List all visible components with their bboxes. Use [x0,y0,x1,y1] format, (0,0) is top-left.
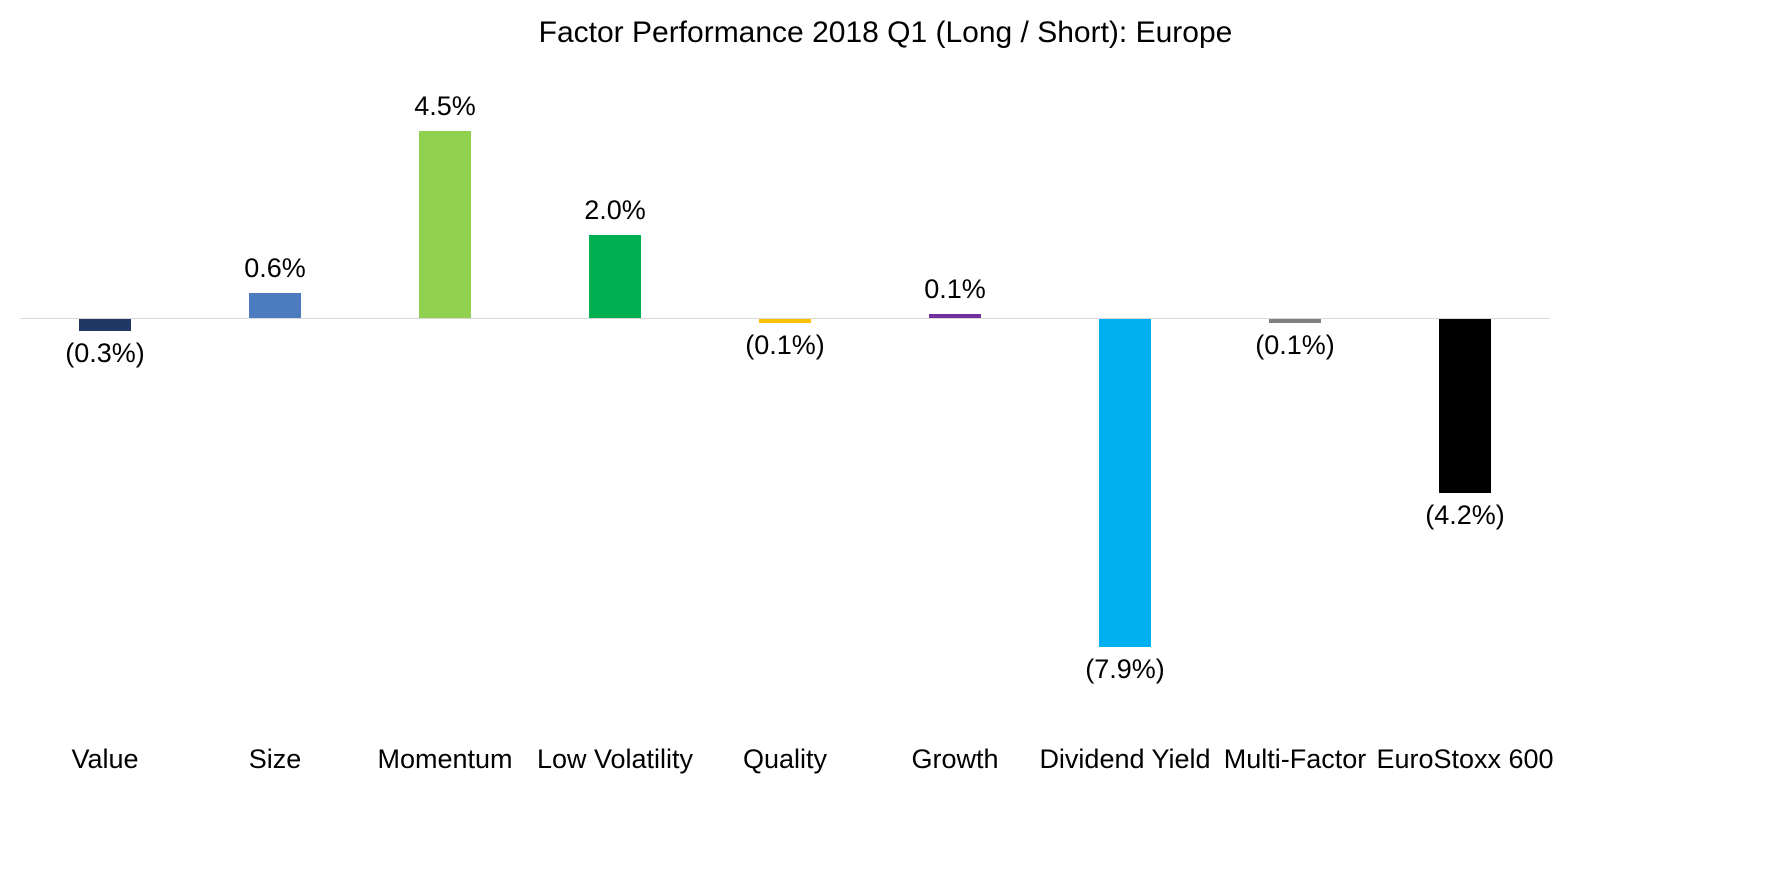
category-label-low-volatility: Low Volatility [536,744,694,774]
bar-size [249,293,301,318]
value-label-eurostoxx-600: (4.2%) [1425,500,1505,531]
category-label-eurostoxx-600: EuroStoxx 600 [1376,744,1554,774]
value-label-quality: (0.1%) [745,330,825,361]
value-label-growth: 0.1% [924,273,986,304]
bar-dividend-yield [1099,319,1151,647]
value-label-size: 0.6% [244,253,306,284]
value-label-value: (0.3%) [65,338,145,369]
category-label-growth: Growth [911,744,999,774]
value-label-multi-factor: (0.1%) [1255,330,1335,361]
bar-momentum [419,131,471,318]
zero-axis-line [20,318,1550,319]
category-label-momentum: Momentum [377,744,513,774]
value-label-dividend-yield: (7.9%) [1085,653,1165,684]
category-label-size: Size [248,744,302,774]
bar-multi-factor [1269,319,1321,324]
category-label-quality: Quality [742,744,828,774]
bar-quality [759,319,811,324]
category-label-value: Value [71,744,139,774]
bar-eurostoxx-600 [1439,319,1491,494]
bar-low-volatility [589,235,641,318]
category-label-dividend-yield: Dividend Yield [1039,744,1211,774]
value-label-momentum: 4.5% [414,91,476,122]
bar-value [79,319,131,332]
category-label-multi-factor: Multi-Factor [1223,744,1367,774]
chart-title: Factor Performance 2018 Q1 (Long / Short… [538,16,1233,49]
bar-growth [929,313,981,318]
value-label-low-volatility: 2.0% [584,195,646,225]
